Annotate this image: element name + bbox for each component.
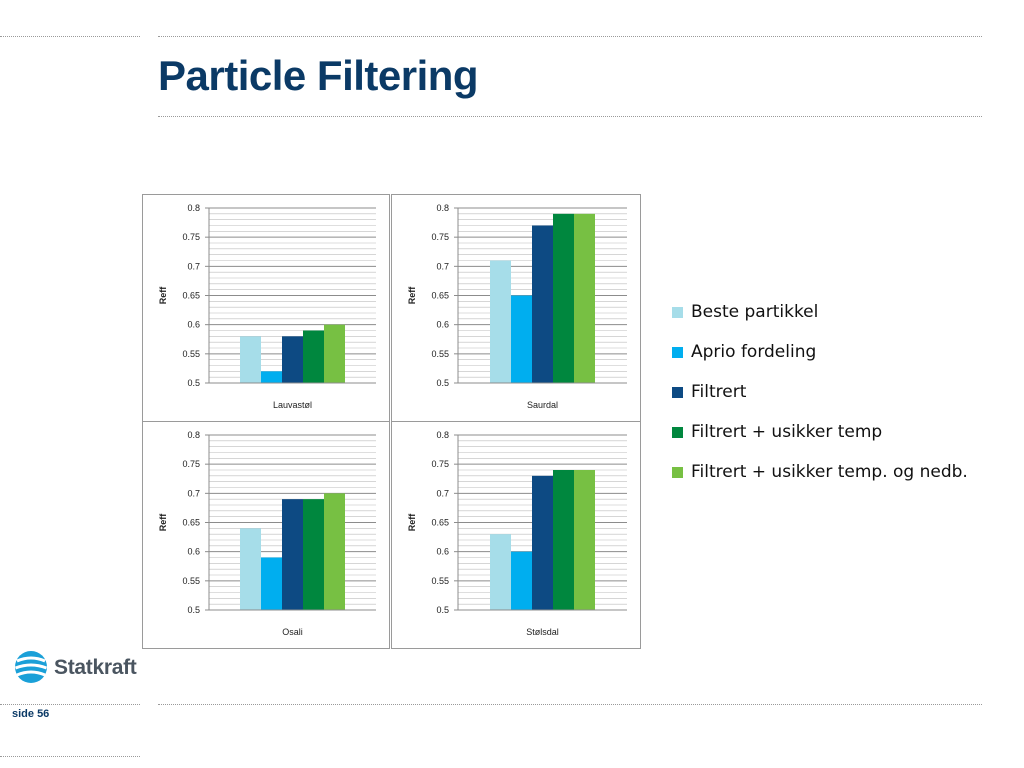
y-tick-label: 0.55 <box>431 576 449 586</box>
y-tick-label: 0.65 <box>182 518 200 528</box>
bar-chart-saurdal: 0.5 0.55 0.6 0.65 0.7 0.75 0.8 Reff Saurdal <box>407 203 627 410</box>
y-tick-label: 0.5 <box>436 378 449 388</box>
bar <box>303 330 324 383</box>
x-category-label: Stølsdal <box>526 627 559 637</box>
bar <box>324 324 345 383</box>
y-tick-label: 0.5 <box>187 605 200 615</box>
bar <box>282 499 303 610</box>
y-tick-label: 0.8 <box>436 203 449 213</box>
chart-panel-osali: 0.5 0.55 0.6 0.65 0.7 0.75 0.8 Reff Osali <box>142 421 390 649</box>
bar <box>532 225 553 383</box>
legend-label: Filtrert <box>691 382 747 402</box>
bar <box>511 295 532 383</box>
bar <box>574 470 595 610</box>
y-tick-label: 0.75 <box>431 459 449 469</box>
y-tick-label: 0.65 <box>182 291 200 301</box>
x-category-label: Lauvastøl <box>273 400 312 410</box>
y-tick-label: 0.65 <box>431 291 449 301</box>
y-tick-label: 0.6 <box>187 547 200 557</box>
chart-panel-lauvastol: 0.5 0.55 0.6 0.65 0.7 0.75 0.8 Reff Lauvastøl <box>142 194 390 422</box>
bar <box>574 213 595 383</box>
statkraft-globe-icon <box>14 651 48 683</box>
y-tick-label: 0.8 <box>436 430 449 440</box>
bar <box>511 551 532 610</box>
bar <box>490 260 511 383</box>
bar <box>261 557 282 610</box>
legend-swatch <box>672 467 683 478</box>
title-underline <box>158 116 982 117</box>
x-category-label: Saurdal <box>527 400 558 410</box>
legend-label: Filtrert + usikker temp. og nedb. <box>691 462 968 482</box>
y-tick-label: 0.7 <box>187 488 200 498</box>
footer-rule-left <box>0 756 140 757</box>
bar <box>282 336 303 383</box>
bottom-rule-left <box>0 704 140 705</box>
bar <box>303 499 324 610</box>
legend-label: Filtrert + usikker temp <box>691 422 883 442</box>
chart-panel-saurdal: 0.5 0.55 0.6 0.65 0.7 0.75 0.8 Reff Saurdal <box>391 194 641 422</box>
y-axis-label: Reff <box>158 513 168 532</box>
y-tick-label: 0.75 <box>182 459 200 469</box>
bar <box>532 475 553 610</box>
legend-label: Aprio fordeling <box>691 342 817 362</box>
y-tick-label: 0.8 <box>187 430 200 440</box>
y-tick-label: 0.75 <box>431 232 449 242</box>
bar <box>240 336 261 383</box>
y-tick-label: 0.6 <box>187 320 200 330</box>
bar-chart-lauvastol: 0.5 0.55 0.6 0.65 0.7 0.75 0.8 Reff Lauvastøl <box>158 203 376 410</box>
y-tick-label: 0.6 <box>436 320 449 330</box>
y-tick-label: 0.7 <box>187 261 200 271</box>
bar <box>240 528 261 610</box>
legend-swatch <box>672 307 683 318</box>
bar <box>490 534 511 610</box>
y-tick-label: 0.7 <box>436 488 449 498</box>
y-tick-label: 0.5 <box>187 378 200 388</box>
logo-text: Statkraft <box>54 656 137 679</box>
y-tick-label: 0.55 <box>182 349 200 359</box>
chart-panel-stolsdal: 0.5 0.55 0.6 0.65 0.7 0.75 0.8 Reff Stølsdal <box>391 421 641 649</box>
statkraft-logo: Statkraft <box>14 650 137 686</box>
legend-swatch <box>672 387 683 398</box>
page-title: Particle Filtering <box>158 52 479 99</box>
y-axis-label: Reff <box>407 286 417 305</box>
bar <box>324 493 345 610</box>
y-tick-label: 0.55 <box>431 349 449 359</box>
x-category-label: Osali <box>282 627 303 637</box>
bottom-rule-right <box>158 704 982 705</box>
legend-swatch <box>672 347 683 358</box>
legend-label: Beste partikkel <box>691 302 819 322</box>
bar-chart-stolsdal: 0.5 0.55 0.6 0.65 0.7 0.75 0.8 Reff Stølsdal <box>407 430 627 637</box>
y-tick-label: 0.8 <box>187 203 200 213</box>
y-axis-label: Reff <box>407 513 417 532</box>
bar <box>261 371 282 383</box>
y-axis-label: Reff <box>158 286 168 305</box>
bar <box>553 213 574 383</box>
y-tick-label: 0.55 <box>182 576 200 586</box>
legend-swatch <box>672 427 683 438</box>
y-tick-label: 0.7 <box>436 261 449 271</box>
y-tick-label: 0.65 <box>431 518 449 528</box>
bar-chart-osali: 0.5 0.55 0.6 0.65 0.7 0.75 0.8 Reff Osali <box>158 430 376 637</box>
top-rule-right <box>158 36 982 37</box>
y-tick-label: 0.5 <box>436 605 449 615</box>
top-rule-left <box>0 36 140 37</box>
page-number: side 56 <box>12 708 50 720</box>
y-tick-label: 0.75 <box>182 232 200 242</box>
y-tick-label: 0.6 <box>436 547 449 557</box>
bar <box>553 470 574 610</box>
